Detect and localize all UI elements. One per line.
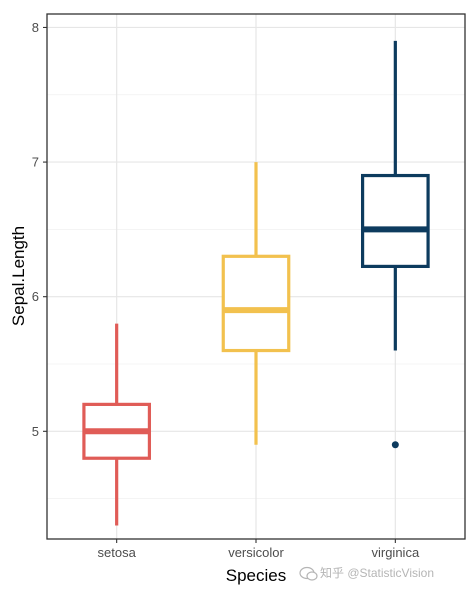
box-iqr <box>360 173 430 269</box>
x-tick-label: setosa <box>98 545 137 560</box>
y-tick-label: 5 <box>32 424 39 439</box>
wechat-icon <box>299 566 318 581</box>
y-tick-label: 6 <box>32 289 39 304</box>
box-virginica <box>360 40 430 449</box>
watermark-text: 知乎 @StatisticVision <box>320 566 434 580</box>
watermark: 知乎 @StatisticVision <box>299 566 434 581</box>
box-versicolor <box>221 162 291 445</box>
box-setosa <box>82 323 152 526</box>
boxes <box>82 40 430 526</box>
x-axis-title: Species <box>226 566 286 585</box>
box-iqr <box>221 254 291 353</box>
axes: 5 6 7 8 setosa versicolor virginica <box>32 20 420 560</box>
outlier-point <box>391 441 399 449</box>
x-tick-label: virginica <box>371 545 419 560</box>
y-tick-label: 7 <box>32 155 39 170</box>
x-tick-label: versicolor <box>228 545 284 560</box>
y-tick-label: 8 <box>32 20 39 35</box>
y-axis-title: Sepal.Length <box>9 226 28 326</box>
